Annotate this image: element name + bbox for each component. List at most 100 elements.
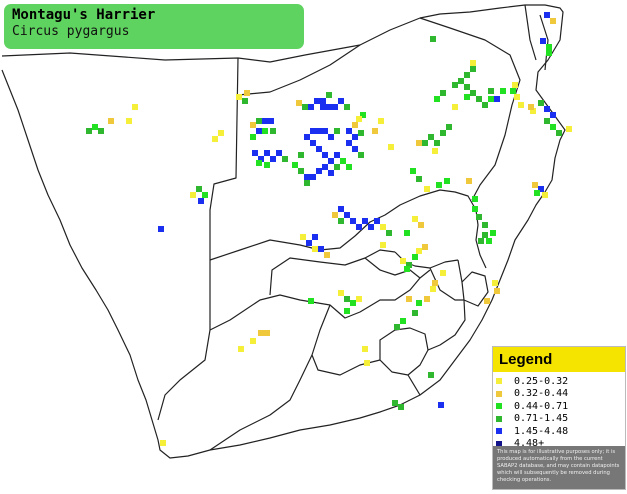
record-cell [252,150,258,156]
legend-swatch [496,378,502,385]
record-cell [514,94,520,100]
record-cell [410,168,416,174]
record-cell [422,244,428,250]
border-botswana-zimbabwe [237,44,361,96]
record-cell [198,198,204,204]
record-cell [404,266,410,272]
record-cell [322,164,328,170]
record-cell [98,128,104,134]
record-cell [312,246,318,252]
legend-row: 0.71-1.45 [493,413,625,426]
record-cell [412,254,418,260]
record-cell [406,296,412,302]
record-cell [434,140,440,146]
record-cell [378,118,384,124]
legend-row: 0.32-0.44 [493,388,625,401]
record-cell [328,158,334,164]
record-cell [412,310,418,316]
record-cell [434,96,440,102]
record-cell [546,50,552,56]
record-cell [270,128,276,134]
record-cell [540,38,546,44]
record-cell [298,168,304,174]
record-cell [476,214,482,220]
legend-row: 0.44-0.71 [493,400,625,413]
record-cell [440,90,446,96]
record-cell [282,156,288,162]
record-cell [250,122,256,128]
record-cell [256,118,262,124]
legend-swatch [496,403,502,410]
record-cell [394,324,400,330]
record-cell [530,108,536,114]
record-cell [464,72,470,78]
species-scientific-name: Circus pygargus [12,24,130,39]
record-cell [308,298,314,304]
record-cell [368,224,374,230]
record-cell [244,90,250,96]
record-cell [550,112,556,118]
record-cell [538,100,544,106]
border-zimbabwe-mozambique [419,17,521,201]
record-cell [476,96,482,102]
record-cell [534,190,540,196]
legend-label: 0.44-0.71 [514,400,569,412]
province-borders-8 [209,354,313,451]
record-cell [344,212,350,218]
record-cell [512,82,518,88]
record-cell [490,230,496,236]
record-cell [334,128,340,134]
record-cell [488,88,494,94]
record-cell [386,230,392,236]
record-cell [400,258,406,264]
record-cell [544,118,550,124]
record-cell [132,104,138,110]
record-cell [308,104,314,110]
legend-label: 0.32-0.44 [514,388,569,400]
record-cell [466,178,472,184]
record-cell [482,222,488,228]
province-borders-9 [407,374,421,396]
record-cell [482,102,488,108]
record-cell [452,104,458,110]
record-cell [334,152,340,158]
record-cell [338,98,344,104]
record-cell [440,130,446,136]
record-cell [256,128,262,134]
record-cell [346,140,352,146]
record-cell [418,222,424,228]
record-cell [306,240,312,246]
record-cell [430,286,436,292]
province-borders-7 [157,329,211,421]
record-cell [546,44,552,50]
record-cell [352,134,358,140]
record-cell [380,224,386,230]
record-cell [326,92,332,98]
record-cell [262,118,268,124]
record-cell [350,218,356,224]
legend-row: 1.45-4.48 [493,425,625,438]
record-cell [304,174,310,180]
legend-row: 4.48+ [493,438,625,451]
record-cell [406,262,412,268]
record-cell [304,134,310,140]
record-cell [202,192,208,198]
record-cell [364,360,370,366]
record-cell [566,126,572,132]
record-cell [436,182,442,188]
record-cell [212,136,218,142]
record-cell [300,234,306,240]
legend-panel: Legend 0.25-0.32 0.32-0.44 0.44-0.71 0.7… [492,346,626,490]
species-common-name: Montagu's Harrier [12,7,156,23]
record-cell [464,84,470,90]
record-cell [352,122,358,128]
record-cell [316,168,322,174]
legend-disclaimer: This map is for illustrative purposes on… [493,446,625,489]
record-cell [92,124,98,130]
record-cell [416,176,422,182]
record-cell [542,192,548,198]
border-mozambique-inner [539,14,549,71]
record-cell [446,124,452,130]
record-cell [190,192,196,198]
